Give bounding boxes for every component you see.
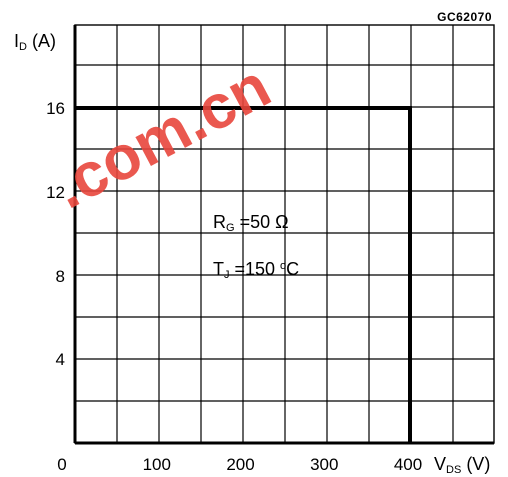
annotation-rg-main: R [213,212,226,232]
y-tick-label: 16 [46,99,65,118]
figure-code: GC62070 [437,10,492,24]
x-tick-label: 200 [226,455,255,474]
x-tick-label: 0 [57,455,67,474]
annotation-tj-main: T [213,259,224,279]
x-axis-label: VDS (V) [434,455,490,476]
x-axis-label-unit: (V) [466,454,491,474]
annotation-tj-sub: J [224,269,230,281]
soa-boundary-line [75,106,412,443]
x-tick-label: 400 [393,455,423,474]
x-axis-label-sub: DS [446,464,462,476]
annotation-rg: RG =50 Ω [213,203,299,247]
annotation-rg-sub: G [226,222,235,234]
annotation-rg-value: =50 Ω [234,212,289,232]
annotation-tj-degree: o [280,260,287,272]
x-tick-label: 300 [310,455,339,474]
x-tick-label: 100 [142,455,171,474]
annotation-box: RG =50 Ω TJ =150 oC [213,203,299,294]
y-tick-label: 12 [46,182,65,202]
y-axis-label: ID (A) [14,32,56,53]
x-axis-label-main: V [434,454,447,474]
y-axis-label-main: I [14,31,20,51]
annotation-tj-unit: C [286,259,300,279]
y-axis-label-unit: (A) [31,31,56,51]
annotation-tj: TJ =150 oC [213,247,299,294]
y-axis-label-sub: D [19,41,27,53]
y-tick-label: 8 [55,266,65,286]
annotation-tj-value: =150 [229,259,281,279]
y-tick-label: 4 [55,350,65,370]
